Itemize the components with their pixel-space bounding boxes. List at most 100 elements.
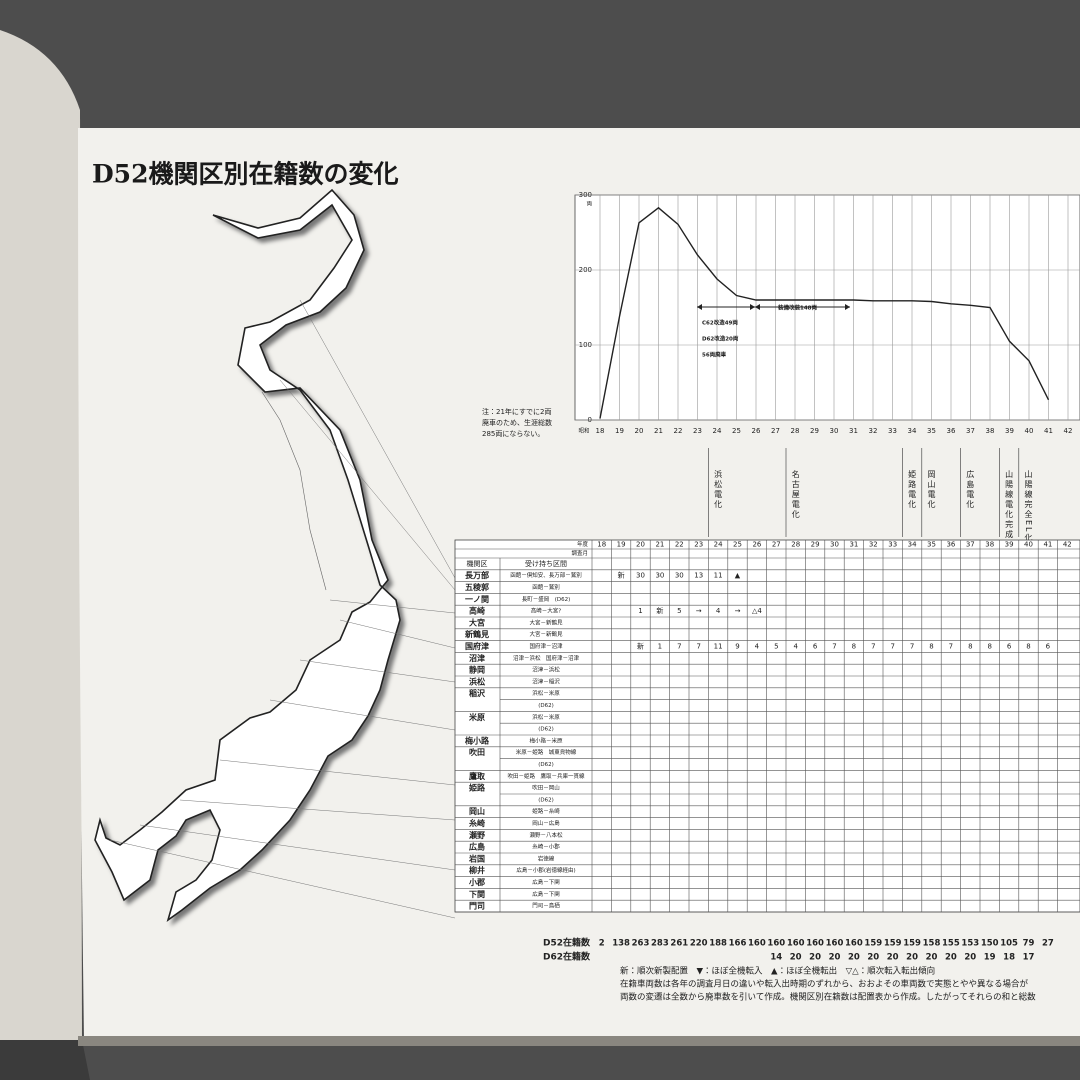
depot-name: 岡山 bbox=[469, 806, 485, 816]
depot-name: 沼津 bbox=[469, 653, 485, 663]
d52-total: 159 bbox=[903, 939, 921, 949]
d52-label: D52在籍数 bbox=[543, 937, 591, 949]
chart-note: 注：21年にすでに2両 bbox=[482, 407, 552, 416]
cell: 13 bbox=[694, 572, 703, 580]
cell: ▲ bbox=[735, 572, 741, 580]
route: 函館－鷲別 bbox=[532, 583, 560, 591]
year-label: 27 bbox=[772, 541, 781, 549]
x-tick-label: 26 bbox=[752, 427, 761, 435]
d52-total: 159 bbox=[884, 939, 902, 949]
cell: 新 bbox=[637, 642, 644, 651]
d62-total: 20 bbox=[809, 953, 821, 963]
route: 糸崎－小郡 bbox=[532, 843, 560, 851]
d52-total: 188 bbox=[709, 939, 727, 949]
x-tick-label: 20 bbox=[635, 427, 644, 435]
x-tick-label: 21 bbox=[654, 427, 663, 435]
year-label: 24 bbox=[714, 541, 723, 549]
d52-total: 261 bbox=[670, 939, 688, 949]
route: 吹田－姫路 鷹取－兵庫一貫線 bbox=[507, 772, 585, 780]
cell: 4 bbox=[755, 643, 760, 651]
cell: 1 bbox=[638, 607, 642, 615]
footnote: 在籍車両数は各年の調査月日の違いや転入出時期のずれから、おおよその車両数で実態と… bbox=[620, 979, 1029, 990]
year-label: 29 bbox=[811, 541, 820, 549]
year-label: 34 bbox=[908, 541, 917, 549]
d62-total: 20 bbox=[964, 953, 976, 963]
cell: 8 bbox=[968, 643, 972, 651]
depot-name: 五稜郭 bbox=[465, 582, 489, 592]
cell: 11 bbox=[714, 572, 723, 580]
chart-note: 廃車のため、生涯総数 bbox=[482, 418, 552, 427]
d52-total: 160 bbox=[826, 939, 844, 949]
chart-note: 285両にならない。 bbox=[482, 430, 544, 438]
d62-total: 20 bbox=[906, 953, 918, 963]
x-tick-label: 41 bbox=[1044, 427, 1053, 435]
x-prefix: 昭和 bbox=[578, 427, 589, 435]
x-tick-label: 22 bbox=[674, 427, 683, 435]
route: 門司－鳥栖 bbox=[532, 902, 560, 910]
d52-total: 150 bbox=[981, 939, 999, 949]
route: 函館－倶知安、長万部－鷲別 bbox=[510, 571, 582, 579]
depot-name: 下関 bbox=[469, 889, 485, 899]
route-header: 受け持ち区間 bbox=[525, 559, 567, 568]
cell: 1 bbox=[658, 643, 662, 651]
y-unit: 両 bbox=[586, 201, 592, 208]
d62-total: 20 bbox=[945, 953, 957, 963]
cell: 7 bbox=[832, 643, 836, 651]
year-label: 37 bbox=[966, 541, 975, 549]
elec-label: 広島電化 bbox=[966, 470, 975, 510]
year-label: 18 bbox=[597, 541, 606, 549]
x-tick-label: 37 bbox=[966, 427, 975, 435]
route: 米原－姫路 城東貨物線 bbox=[516, 748, 577, 756]
route: 国府津－沼津 bbox=[529, 642, 563, 650]
x-tick-label: 35 bbox=[927, 427, 936, 435]
cell: 6 bbox=[813, 643, 818, 651]
depot-name: 吹田 bbox=[469, 747, 485, 757]
depot-name: 姫路 bbox=[469, 783, 486, 793]
route: (D62) bbox=[538, 762, 554, 768]
depot-name: 稲沢 bbox=[469, 688, 486, 698]
x-tick-label: 42 bbox=[1064, 427, 1073, 435]
d52-total: 158 bbox=[923, 939, 941, 949]
d52-total: 283 bbox=[651, 939, 669, 949]
map bbox=[94, 188, 456, 922]
cell: 8 bbox=[929, 643, 933, 651]
year-label: 19 bbox=[617, 541, 626, 549]
x-tick-label: 31 bbox=[849, 427, 858, 435]
cell: 新 bbox=[618, 571, 625, 580]
x-tick-label: 25 bbox=[732, 427, 741, 435]
cell: 4 bbox=[716, 607, 721, 615]
route: 沼津－浜松 国府津－沼津 bbox=[513, 654, 580, 662]
x-tick-label: 19 bbox=[615, 427, 624, 435]
route: 浜松－米原 bbox=[532, 689, 560, 697]
d62-total: 20 bbox=[848, 953, 860, 963]
annotation: C62改造49両 bbox=[702, 319, 738, 327]
year-label: 30 bbox=[830, 541, 839, 549]
annotation: D62改造20両 bbox=[702, 335, 739, 343]
route: 岩徳線 bbox=[538, 854, 555, 862]
arrow-head bbox=[755, 304, 760, 310]
data-line bbox=[599, 206, 1050, 419]
d52-total: 153 bbox=[961, 939, 979, 949]
year-label: 20 bbox=[636, 541, 645, 549]
annotation: 装備改装148両 bbox=[778, 304, 817, 312]
d62-total: 14 bbox=[770, 953, 782, 963]
d52-total: 138 bbox=[612, 939, 630, 949]
elec-label: 岡山電化 bbox=[927, 470, 936, 510]
route: (D62) bbox=[538, 703, 554, 709]
cell: 8 bbox=[1026, 643, 1030, 651]
d62-total: 19 bbox=[984, 953, 996, 963]
route: 岡山－広島 bbox=[532, 819, 560, 827]
year-label: 31 bbox=[849, 541, 858, 549]
x-tick-label: 23 bbox=[693, 427, 702, 435]
cell: 7 bbox=[949, 643, 953, 651]
year-label: 42 bbox=[1063, 541, 1072, 549]
d62-total: 17 bbox=[1023, 953, 1035, 963]
cell: 7 bbox=[677, 643, 681, 651]
x-tick-label: 39 bbox=[1005, 427, 1014, 435]
cell: 30 bbox=[655, 572, 664, 580]
cell: 7 bbox=[871, 643, 875, 651]
year-label: 33 bbox=[888, 541, 897, 549]
arrow-head bbox=[750, 304, 755, 310]
